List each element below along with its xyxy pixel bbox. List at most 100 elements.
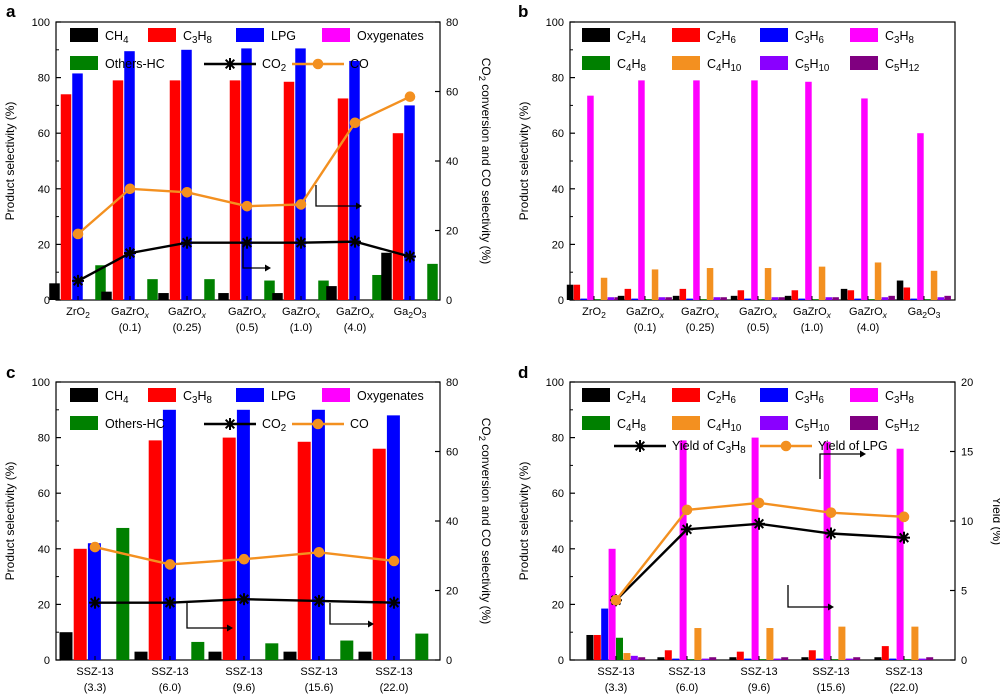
legend-item-c3h6: C3H6 — [760, 28, 824, 46]
y-tick-label: 20 — [552, 239, 564, 251]
legend-label: C3H6 — [795, 389, 824, 406]
y-tick-label: 0 — [558, 655, 564, 667]
bar-c2h6-5 — [847, 290, 855, 300]
point-yield-of-c3h8-1 — [681, 523, 693, 536]
bar-c5h10-4 — [918, 658, 926, 660]
x-tick-label: Ga2O3 — [908, 306, 941, 320]
axis-arrow-1 — [787, 585, 834, 611]
legend-item-c5h12: C5H12 — [850, 416, 919, 434]
legend-item-ch4: CH4 — [70, 28, 129, 46]
legend-swatch — [70, 28, 98, 42]
point-co-0 — [89, 541, 101, 553]
y-tick-label: 100 — [32, 17, 50, 29]
bar-c2h4-3 — [801, 657, 809, 660]
bar-c4h8-2 — [700, 299, 707, 300]
bar-others-hc-0 — [116, 527, 130, 660]
bar-c4h10-2 — [766, 628, 774, 660]
legend-label: C5H10 — [795, 417, 830, 434]
legend-item-c4h8: C4H8 — [582, 416, 646, 434]
y-tick-label: 40 — [38, 544, 50, 556]
bar-c5h12-6 — [944, 295, 951, 300]
y-axis-label-a: Product selectivity (%) — [3, 102, 17, 221]
y2-axis-label-c: CO2 conversion and CO selectivity (%) — [477, 418, 493, 625]
bar-ch4-3 — [283, 651, 297, 660]
y-tick-label: 80 — [552, 433, 564, 445]
bar-c5h12-0 — [614, 297, 621, 300]
bar-c3h8-2 — [222, 437, 236, 660]
point-co-6 — [404, 91, 416, 103]
y-tick-label: 80 — [38, 433, 50, 445]
bar-c3h8-1 — [638, 80, 645, 300]
point-co-4 — [388, 555, 400, 567]
bar-c3h8-3 — [297, 441, 311, 660]
bar-c4h10-1 — [651, 269, 659, 300]
legend-swatch — [672, 416, 700, 430]
y2-tick-label: 60 — [446, 447, 458, 459]
axis-arrow-0 — [242, 243, 271, 272]
legend-label: CO — [350, 57, 369, 71]
y-tick-label: 60 — [38, 488, 50, 500]
legend-swatch — [148, 28, 176, 42]
y-tick-label: 60 — [552, 128, 564, 140]
legend-swatch — [850, 28, 878, 42]
x-tick-label: SSZ-13 — [76, 666, 113, 678]
x-tick-label: (0.25) — [173, 322, 202, 334]
bar-c5h10-5 — [881, 297, 889, 300]
bar-c3h6-2 — [744, 658, 752, 660]
point-co2-0 — [89, 596, 101, 609]
bar-c2h6-0 — [573, 284, 581, 300]
y2-tick-label: 0 — [961, 655, 967, 667]
y-tick-label: 100 — [546, 377, 564, 389]
bar-others-hc-2 — [204, 279, 215, 300]
line-yield-of-lpg — [615, 501, 905, 601]
bar-c4h8-4 — [904, 659, 911, 660]
point-co2-1 — [164, 596, 176, 609]
x-tick-label: SSZ-13 — [740, 666, 777, 678]
y2-tick-label: 80 — [446, 17, 458, 29]
bar-c5h12-4 — [926, 657, 934, 660]
bar-others-hc-4 — [318, 280, 329, 300]
legend-swatch — [236, 28, 264, 42]
legend-item-oxygenates: Oxygenates — [322, 388, 424, 403]
bar-c5h12-2 — [720, 297, 727, 300]
legend-label: C2H4 — [617, 29, 647, 46]
bar-c5h12-3 — [778, 297, 785, 300]
y2-tick-label: 0 — [446, 655, 452, 667]
legend-label: C2H6 — [707, 389, 736, 406]
bar-c5h10-1 — [701, 658, 709, 660]
bar-ch4-3 — [218, 293, 229, 300]
x-tick-label: (4.0) — [857, 322, 880, 334]
x-tick-label: (9.6) — [748, 682, 771, 694]
x-tick-label: SSZ-13 — [151, 666, 188, 678]
x-tick-label: GaZrOx — [849, 306, 888, 320]
legend-swatch — [672, 388, 700, 402]
legend-item-c5h10: C5H10 — [760, 56, 830, 74]
axis-arrow-1 — [315, 185, 362, 210]
point-co-5 — [349, 117, 361, 129]
legend-item-lpg: LPG — [236, 388, 296, 403]
point-co2-2 — [238, 593, 250, 606]
legend-label: CO2 — [262, 57, 286, 74]
y-tick-label: 20 — [552, 599, 564, 611]
legend-item-others-hc: Others-HC — [70, 416, 165, 431]
x-tick-label: (3.3) — [605, 682, 628, 694]
legend-swatch — [582, 28, 610, 42]
point-yield-of-c3h8-3 — [825, 527, 837, 540]
bar-c3h8-5 — [337, 98, 349, 300]
axis-arrow-1 — [329, 603, 374, 628]
bar-c3h8-6 — [392, 133, 404, 300]
y-tick-label: 0 — [558, 295, 564, 307]
bar-c3h8-4 — [896, 448, 904, 660]
bar-c3h6-2 — [686, 298, 693, 300]
bar-c3h8-1 — [148, 440, 162, 660]
point-co-2 — [238, 553, 250, 565]
x-tick-label: (0.5) — [747, 322, 770, 334]
bar-lpg-4 — [386, 415, 400, 660]
bar-others-hc-6 — [427, 263, 438, 300]
y2-axis-label-d: Yield (%) — [990, 497, 1000, 545]
bar-c3h8-1 — [112, 80, 124, 300]
point-co-3 — [241, 200, 253, 212]
x-tick-label: (22.0) — [890, 682, 919, 694]
x-tick-label: GaZrOx — [739, 306, 778, 320]
